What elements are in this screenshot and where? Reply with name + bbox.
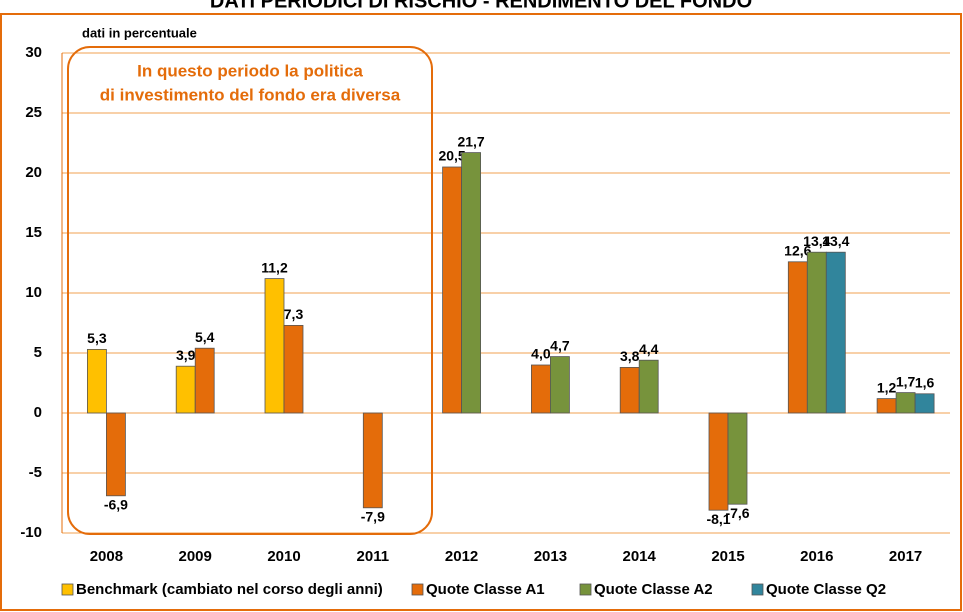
x-tick-label: 2014 [623,548,657,565]
bar [638,359,659,414]
x-tick-label: 2008 [90,548,123,565]
y-tick-label: 10 [25,284,42,301]
bar [619,366,640,414]
bar [550,356,570,414]
value-label: 7,3 [284,306,304,322]
bar [876,398,897,414]
legend-swatch [61,583,74,596]
legend-swatch [411,583,424,596]
x-tick-label: 2010 [267,548,300,565]
y-tick-label: 30 [25,44,42,61]
x-tick-label: 2011 [357,548,390,565]
value-label: 1,6 [915,375,935,391]
value-label: 13,4 [822,233,849,249]
value-label: 4,7 [550,337,570,353]
value-label: -8,1 [706,511,730,527]
y-tick-label: -5 [29,464,42,481]
y-tick-label: 25 [25,104,42,121]
legend-label: Benchmark (cambiato nel corso degli anni… [76,581,383,598]
bar [895,392,916,414]
x-tick-label: 2012 [445,548,478,565]
bar [362,412,383,509]
value-label: 3,8 [620,348,640,364]
chart-title: DATI PERIODICI DI RISCHIO - RENDIMENTO D… [210,0,752,12]
bar [106,412,126,497]
y-tick-label: 0 [34,404,42,421]
value-label: 3,9 [176,347,196,363]
annotation-box [67,46,433,535]
value-label: 4,0 [531,346,551,362]
value-label: 1,7 [896,373,916,389]
chart-border [0,13,962,611]
y-tick-label: -10 [20,524,42,541]
annotation-text: In questo periodo la politica [137,61,363,80]
legend-label: Quote Classe Q2 [766,581,886,598]
value-label: -7,9 [361,509,385,525]
bar [727,412,748,505]
legend-label: Quote Classe A2 [594,581,713,598]
annotation-text: di investimento del fondo era diversa [100,85,401,104]
x-tick-label: 2013 [534,548,567,565]
bar [87,348,107,414]
value-label: 5,3 [87,330,107,346]
bar [264,278,285,414]
value-label: 4,4 [639,341,659,357]
x-tick-label: 2015 [711,548,744,565]
value-label: -6,9 [104,497,128,513]
bar [825,251,846,414]
value-label: -7,6 [725,505,749,521]
x-tick-label: 2017 [889,548,922,565]
value-label: 13,4 [803,233,830,249]
value-label: 12,6 [784,243,811,259]
bar [531,364,551,414]
y-tick-label: 20 [25,164,42,181]
legend-swatch [751,583,764,596]
y-axis-label: dati in percentuale [82,25,197,40]
y-tick-label: 15 [25,224,42,241]
value-label: 20,5 [438,148,465,164]
bar [175,365,196,414]
x-tick-label: 2009 [179,548,212,565]
value-label: 1,2 [877,379,897,395]
bar [806,251,827,414]
bar [914,393,935,414]
bar [787,261,808,414]
bar [283,324,304,414]
bar [194,347,215,414]
value-label: 5,4 [195,329,215,345]
bar [461,152,482,414]
legend-swatch [579,583,592,596]
bar [442,166,463,414]
legend-label: Quote Classe A1 [426,581,545,598]
y-tick-label: 5 [34,344,42,361]
value-label: 21,7 [457,133,484,149]
x-tick-label: 2016 [800,548,833,565]
bar [708,412,729,511]
value-label: 11,2 [261,259,288,275]
